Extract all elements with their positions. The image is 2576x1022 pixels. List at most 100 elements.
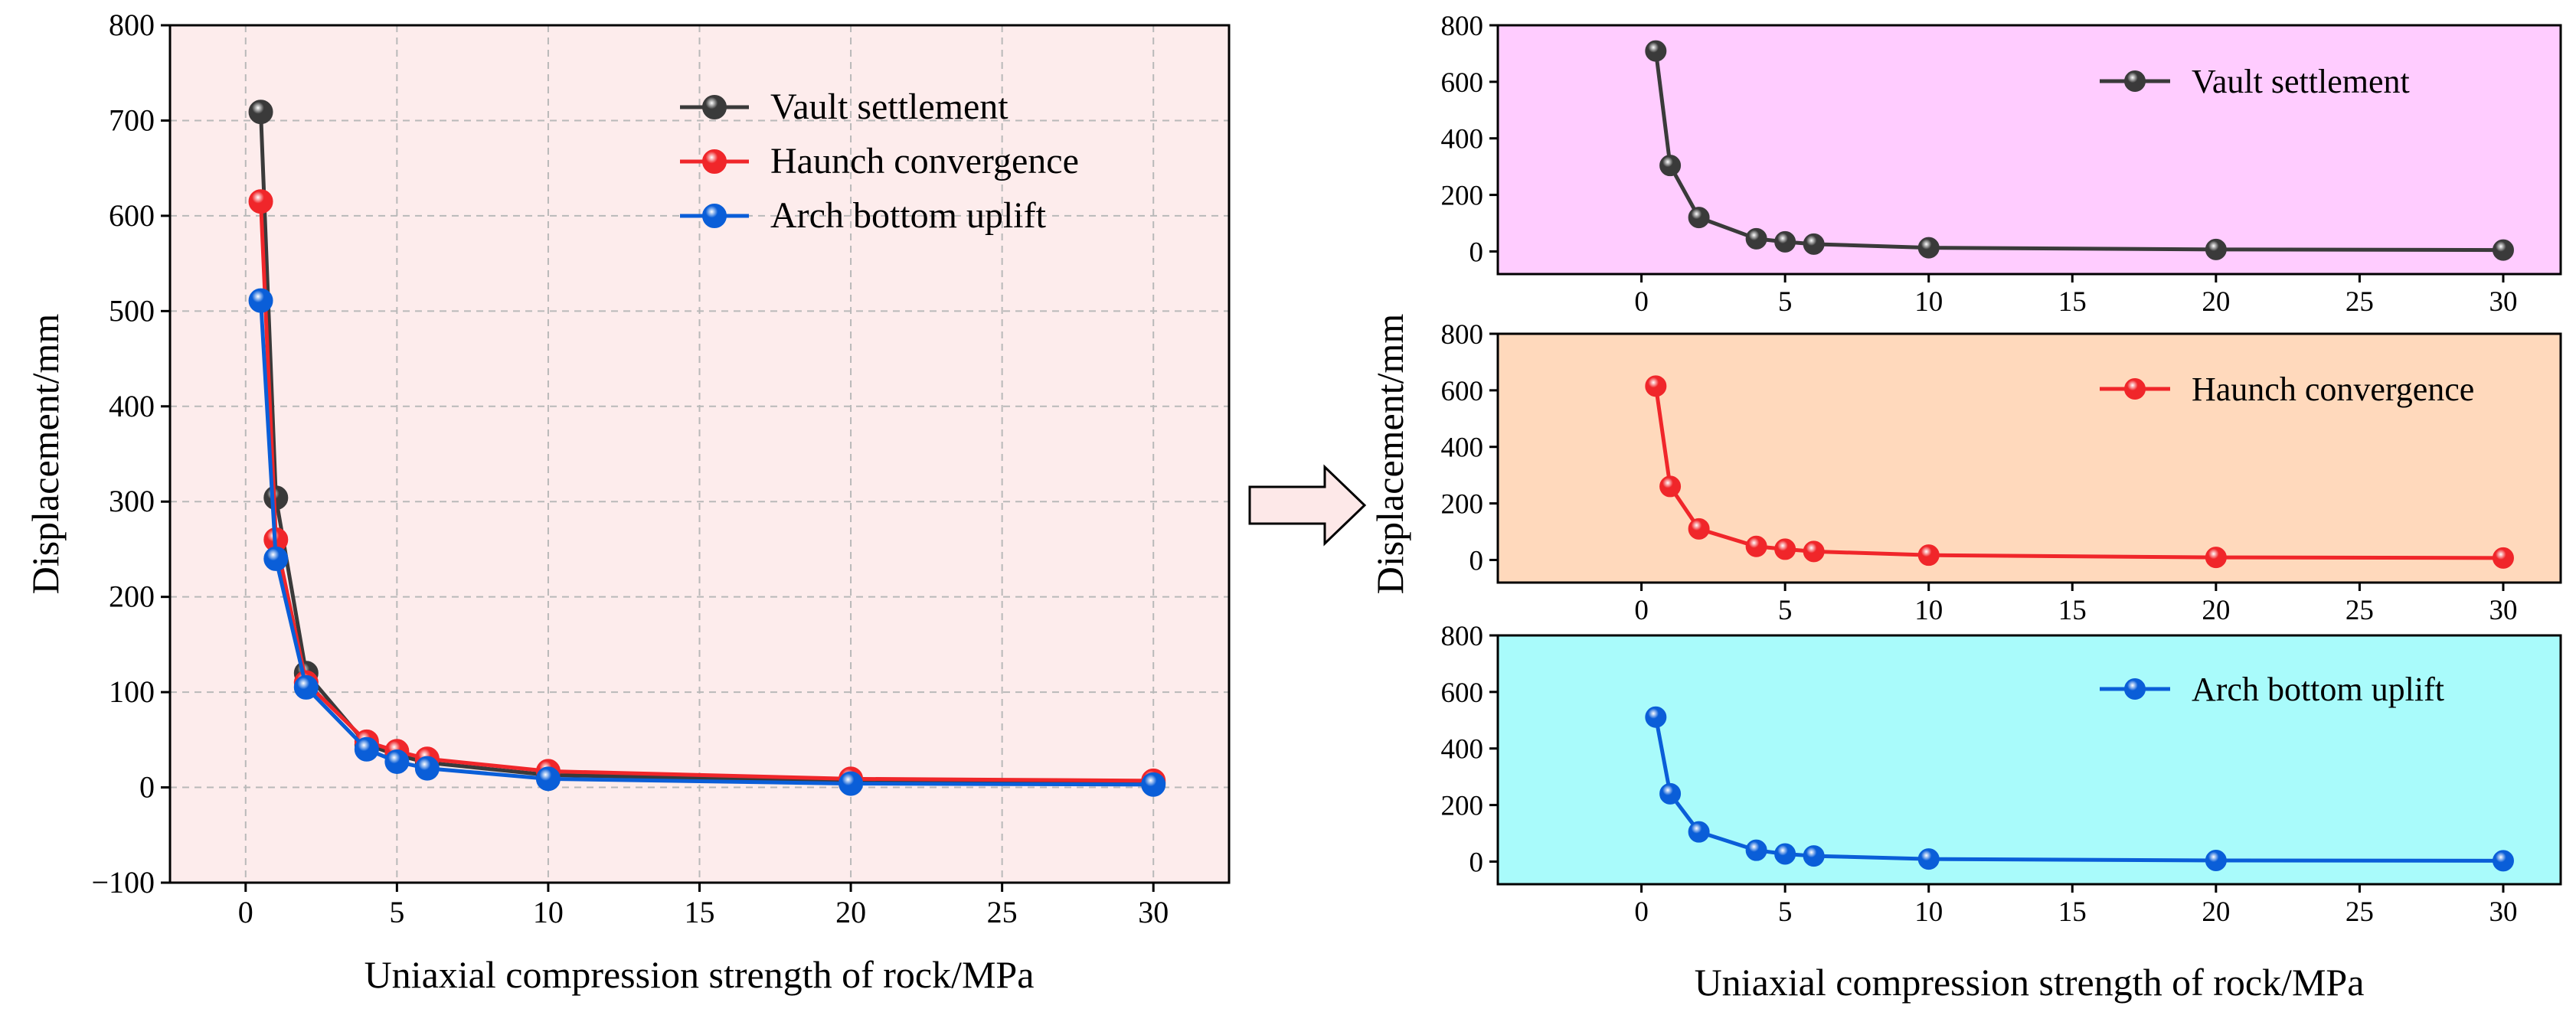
x-tick-label: 25 xyxy=(2346,595,2374,626)
x-tick-label: 5 xyxy=(1778,286,1793,318)
data-point-arch xyxy=(839,771,864,796)
data-point-haunch xyxy=(2205,547,2227,569)
data-point-haunch xyxy=(248,189,273,214)
right-arrow-icon xyxy=(1248,464,1367,547)
data-point-arch xyxy=(1774,843,1796,865)
x-tick-label: 0 xyxy=(1634,286,1649,318)
sub2-chart: 0 5 10 15 20 25 30 0 200 400 600 800 Haunch converg… xyxy=(1441,319,2562,626)
data-point-vault xyxy=(2205,238,2227,260)
legend-marker-arch xyxy=(702,204,727,228)
x-tick-label: 25 xyxy=(2346,286,2374,318)
sub3-chart: 0 5 10 15 20 25 30 0 200 400 600 800 Arch bottom up… xyxy=(1441,621,2562,928)
data-point-arch xyxy=(1141,772,1166,797)
y-tick-label: 0 xyxy=(139,770,155,805)
sub2-ticks: 0 5 10 15 20 25 30 0 200 400 600 800 xyxy=(1441,319,2518,626)
series-arch xyxy=(1645,706,2514,872)
y-tick-label: 0 xyxy=(1469,545,1484,576)
right-y-axis-title: Displacement/mm xyxy=(1368,314,1411,595)
data-point-arch xyxy=(1688,821,1710,843)
sub2-plot-background xyxy=(1498,334,2561,583)
data-point-arch xyxy=(384,749,410,774)
x-tick-label: 25 xyxy=(2346,896,2374,928)
y-tick-label: 0 xyxy=(1469,237,1484,268)
legend-marker-vault xyxy=(702,95,727,119)
y-tick-label: 600 xyxy=(1441,376,1484,407)
y-tick-label: 800 xyxy=(1441,319,1484,351)
x-tick-label: 0 xyxy=(238,895,253,929)
sub3-plot-background xyxy=(1498,635,2561,884)
main-legend: Vault settlement Haunch convergence Arch b… xyxy=(680,87,1079,236)
data-point-haunch xyxy=(1745,535,1767,557)
legend-label-arch: Arch bottom uplift xyxy=(2192,671,2444,708)
legend-label-haunch: Haunch convergence xyxy=(770,141,1079,181)
legend-label-vault: Vault settlement xyxy=(2192,63,2410,100)
data-point-arch xyxy=(1803,845,1825,867)
data-point-arch xyxy=(2205,849,2227,871)
sub3-ticks: 0 5 10 15 20 25 30 0 200 400 600 800 xyxy=(1441,621,2518,928)
y-tick-label: 600 xyxy=(1441,678,1484,709)
y-tick-label: 200 xyxy=(1441,791,1484,822)
data-point-arch xyxy=(1659,782,1682,805)
main-chart: 0 5 10 15 20 25 30 −100 0 100 200 300 400 500 600 700 80… xyxy=(24,8,1231,996)
x-tick-label: 10 xyxy=(1914,896,1943,928)
data-point-vault xyxy=(1745,227,1767,250)
sub3-series xyxy=(1645,706,2514,872)
data-point-haunch xyxy=(2492,547,2514,569)
data-point-arch xyxy=(535,766,561,792)
x-tick-label: 20 xyxy=(835,895,866,929)
data-point-arch xyxy=(1745,839,1767,861)
main-ticks: 0 5 10 15 20 25 30 −100 0 100 200 300 400 500 600 700 80… xyxy=(91,8,1169,929)
series-vault xyxy=(1645,40,2514,261)
data-point-vault xyxy=(1803,233,1825,255)
y-tick-label: 200 xyxy=(1441,181,1484,212)
y-tick-label: 200 xyxy=(1441,489,1484,521)
x-tick-label: 30 xyxy=(1138,895,1169,929)
y-tick-label: 600 xyxy=(109,198,155,233)
x-tick-label: 25 xyxy=(987,895,1018,929)
x-tick-label: 5 xyxy=(389,895,404,929)
data-point-haunch xyxy=(1645,375,1667,397)
x-tick-label: 30 xyxy=(2489,286,2517,318)
main-gridlines xyxy=(170,25,1229,883)
data-point-vault xyxy=(248,100,273,125)
legend-marker-haunch xyxy=(2124,378,2146,400)
y-tick-label: 400 xyxy=(1441,124,1484,155)
y-tick-label: 400 xyxy=(1441,734,1484,766)
sub3-legend: Arch bottom uplift xyxy=(2100,671,2444,708)
main-y-axis-title: Displacement/mm xyxy=(24,314,67,595)
y-tick-label: 800 xyxy=(1441,11,1484,42)
y-tick-label: 0 xyxy=(1469,847,1484,878)
sub1-ticks: 0 5 10 15 20 25 30 0 200 400 600 800 xyxy=(1441,11,2518,318)
right-x-axis-title: Uniaxial compression strength of rock/MP… xyxy=(1695,961,2365,1004)
data-point-arch xyxy=(263,546,289,571)
x-tick-label: 5 xyxy=(1778,595,1793,626)
x-tick-label: 20 xyxy=(2202,896,2230,928)
y-tick-label: 800 xyxy=(109,8,155,42)
sub1-plot-background xyxy=(1498,25,2561,274)
legend-label-arch: Arch bottom uplift xyxy=(770,195,1047,236)
main-x-axis-title: Uniaxial compression strength of rock/MP… xyxy=(364,953,1035,996)
data-point-arch xyxy=(414,756,440,781)
legend-marker-haunch xyxy=(702,149,727,174)
sub1-series xyxy=(1645,40,2514,261)
data-point-arch xyxy=(354,736,379,762)
y-tick-label: 300 xyxy=(109,484,155,518)
x-tick-label: 15 xyxy=(685,895,715,929)
x-tick-label: 10 xyxy=(533,895,564,929)
x-tick-label: 20 xyxy=(2202,286,2230,318)
data-point-vault xyxy=(1688,207,1710,229)
y-tick-label: 200 xyxy=(109,580,155,614)
x-tick-label: 30 xyxy=(2489,595,2517,626)
y-tick-label: 500 xyxy=(109,293,155,328)
x-tick-label: 0 xyxy=(1634,896,1649,928)
data-point-haunch xyxy=(1659,475,1682,498)
y-tick-label: 800 xyxy=(1441,621,1484,652)
data-point-vault xyxy=(1645,40,1667,62)
sub2-plot-frame xyxy=(1496,332,2562,584)
data-point-arch xyxy=(1645,706,1667,728)
data-point-arch xyxy=(1917,848,1940,870)
x-tick-label: 10 xyxy=(1914,595,1943,626)
legend-marker-arch xyxy=(2124,678,2146,700)
data-point-haunch xyxy=(1917,544,1940,567)
